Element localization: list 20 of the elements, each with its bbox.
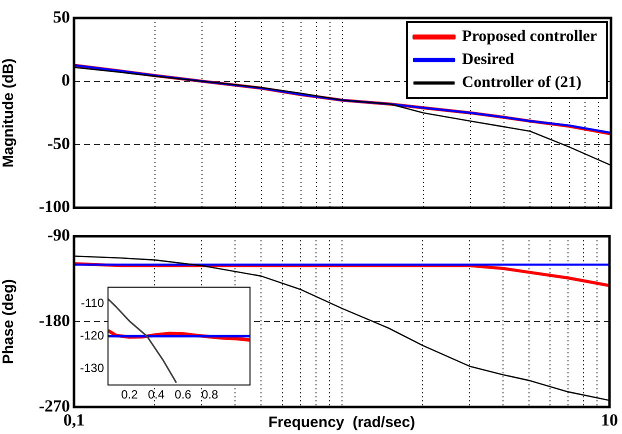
y-axis-title: Magnitude (dB): [0, 58, 18, 168]
legend-label: Controller of (21): [462, 74, 582, 92]
x-tick-label: 10: [601, 410, 618, 430]
x-tick-label: 0.8: [201, 388, 218, 402]
y-tick-label: 0: [62, 70, 70, 90]
x-tick-label: 0.6: [174, 388, 192, 402]
y-tick-label: -110: [80, 296, 104, 310]
x-tick-label: 0.2: [121, 388, 138, 402]
legend-label: Proposed controller: [462, 28, 598, 46]
y-tick-label: -90: [47, 226, 70, 245]
y-tick-label: -120: [80, 328, 104, 342]
x-axis-title: Frequency (rad/sec): [268, 414, 416, 432]
y-tick-label: 50: [53, 7, 70, 26]
x-tick-label: 0.4: [148, 388, 165, 402]
y-tick-label: -100: [38, 197, 70, 216]
y-tick-label: -130: [80, 361, 104, 376]
y-tick-label: -180: [38, 310, 70, 330]
y-tick-label: -50: [47, 134, 70, 153]
legend-label: Desired: [462, 51, 514, 68]
y-axis-title: Phase (deg): [0, 279, 18, 364]
